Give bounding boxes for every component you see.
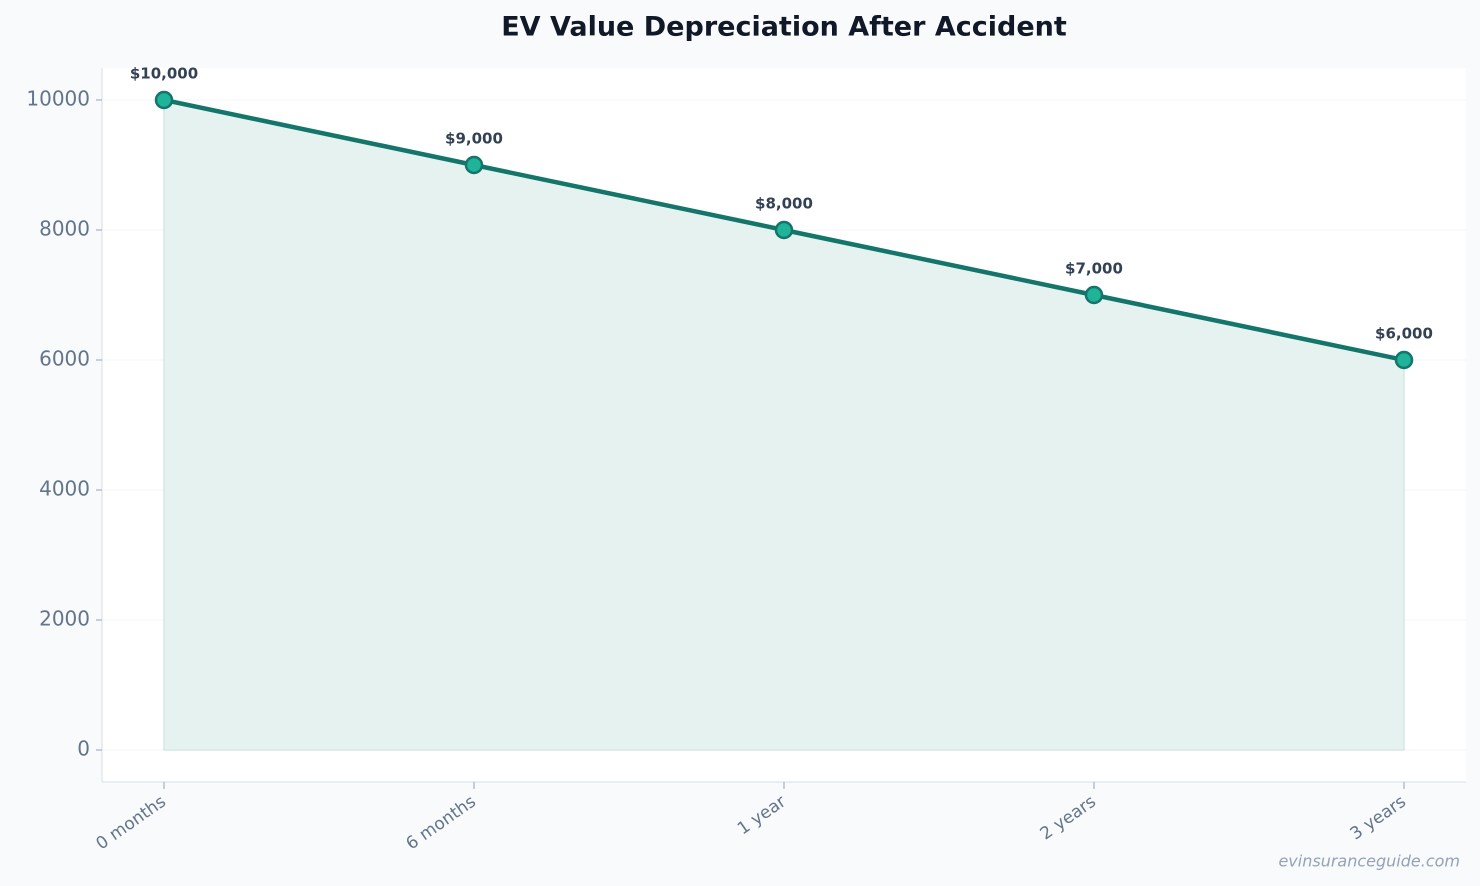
marker [464, 155, 484, 175]
data-label: $6,000 [1375, 324, 1433, 342]
chart-title: EV Value Depreciation After Accident [501, 12, 1067, 43]
marker [1394, 350, 1414, 370]
data-label: $7,000 [1065, 259, 1123, 277]
data-label: $8,000 [755, 194, 813, 212]
data-label: $9,000 [445, 129, 503, 147]
watermark: evinsuranceguide.com [1278, 852, 1460, 871]
y-tick-label: 0 [77, 737, 90, 761]
y-tick-label: 8000 [39, 216, 90, 240]
data-label: $10,000 [130, 64, 198, 82]
marker [154, 90, 174, 110]
marker [1084, 285, 1104, 305]
y-tick-label: 4000 [39, 477, 90, 501]
marker [774, 220, 794, 240]
y-tick-label: 10000 [26, 86, 90, 110]
y-tick-label: 6000 [39, 346, 90, 370]
y-tick-label: 2000 [39, 607, 90, 631]
